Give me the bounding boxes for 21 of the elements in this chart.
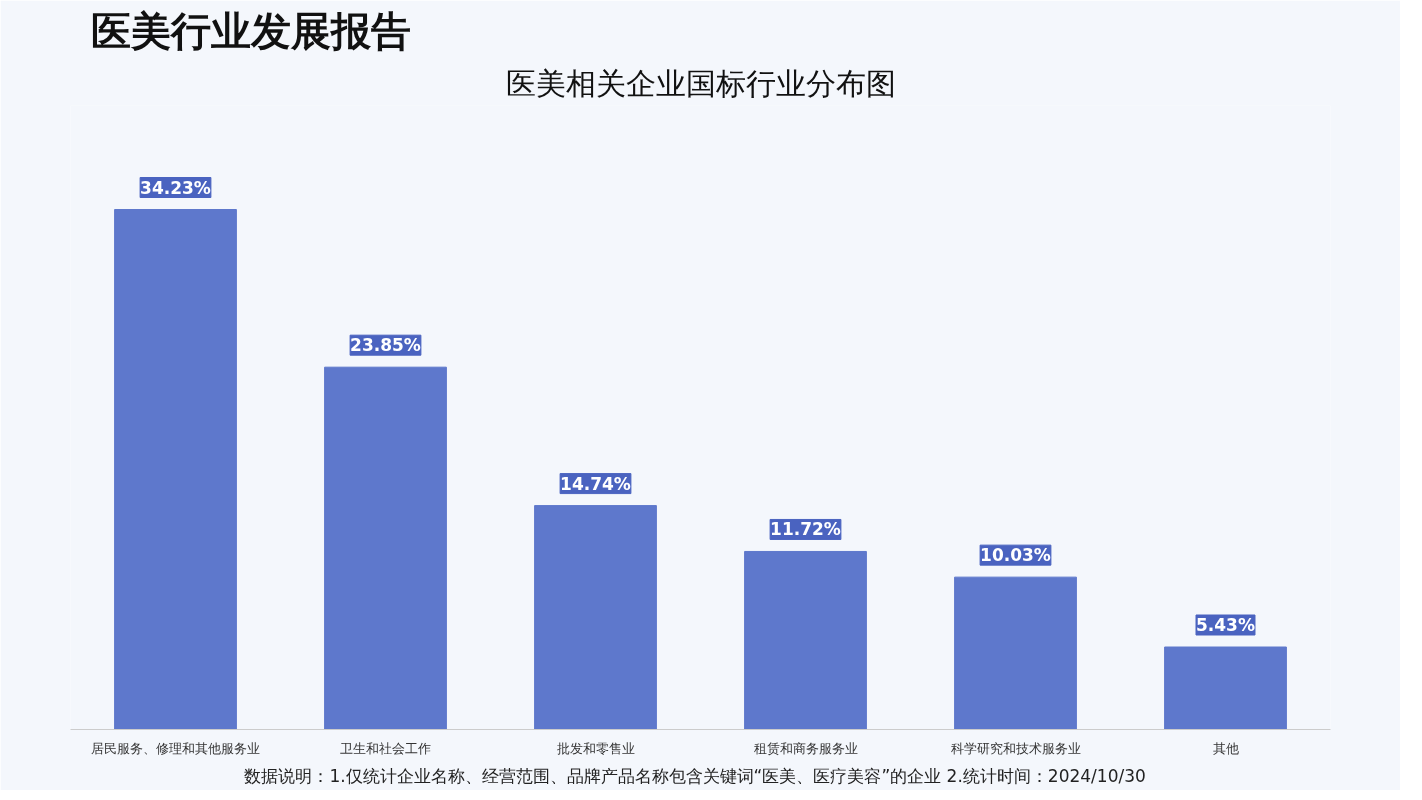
x-tick-label: 批发和零售业 [556,740,635,756]
data-label: 11.72% [770,519,841,540]
chart-title: 医美行业发展报告 [90,7,411,54]
text: 数据说明：1.仅统计企业名称、经营范围、品牌产品名称包含关键词“医美、医疗美容”的企业 2.统计时间：2024/10/30 [244,765,1146,786]
x-tick-label: 卫生和社会工作 [340,740,431,756]
data-label: 34.23% [140,177,211,198]
bar [1164,646,1287,730]
x-tick-label: 科学研究和技术服务业 [950,740,1081,756]
bar [324,366,447,730]
data-label: 10.03% [980,545,1051,566]
bar [114,209,237,730]
bar [954,576,1077,730]
x-tick-label: 居民服务、修理和其他服务业 [91,740,260,756]
x-tick-label: 租赁和商务服务业 [753,740,858,756]
x-tick-label: 其他 [1212,740,1239,756]
data-label: 5.43% [1196,615,1255,636]
bar [534,505,657,730]
data-label: 14.74% [560,473,631,494]
data-label: 23.85% [350,335,421,356]
chart-subtitle: 医美相关企业国标行业分布图 [505,65,896,101]
bar [744,550,867,730]
